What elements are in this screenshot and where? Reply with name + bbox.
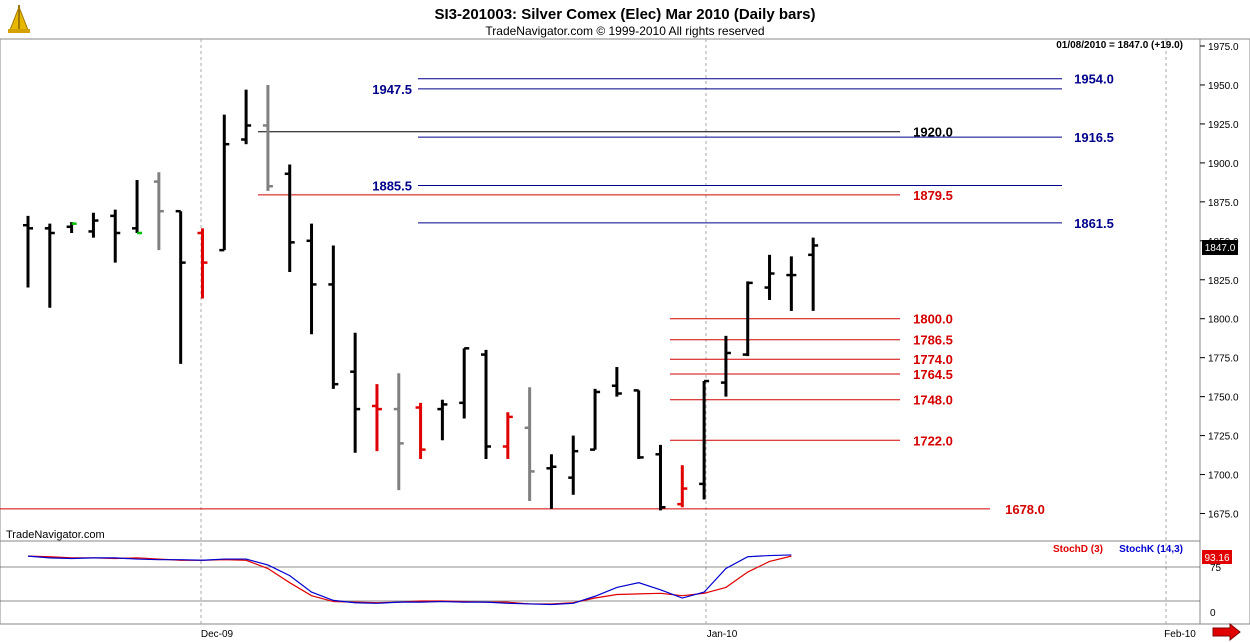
ohlc-bar	[350, 332, 361, 453]
last-price-tag: 1847.0	[1205, 243, 1236, 254]
y-tick-label: 1725.0	[1208, 432, 1239, 443]
ohlc-bar	[153, 172, 164, 251]
ohlc-bar	[415, 402, 426, 459]
ohlc-bar	[808, 237, 819, 311]
x-tick-feb: Feb-10	[1164, 629, 1196, 640]
y-tick-label: 1800.0	[1208, 315, 1239, 326]
ohlc-bar	[786, 256, 797, 311]
ohlc-bar	[742, 281, 753, 357]
ohlc-bar	[611, 367, 622, 397]
ohlc-bar	[437, 399, 448, 441]
level-label: 1764.5	[913, 367, 953, 382]
ohlc-bar	[219, 114, 230, 252]
ohlc-bar	[44, 223, 55, 308]
level-label: 1920.0	[913, 125, 953, 140]
stoch-y-tick: 0	[1210, 608, 1216, 619]
level-lines: 1954.0 1947.5 1920.0 1916.5 1885.5 1879.5 1861…	[0, 72, 1114, 517]
stoch-d-legend: StochD (3)	[1053, 544, 1103, 555]
y-tick-label: 1925.0	[1208, 120, 1239, 131]
ohlc-bar	[306, 223, 317, 335]
y-tick-label: 1675.0	[1208, 510, 1239, 521]
level-label: 1916.5	[1074, 130, 1114, 145]
level-label: 1722.0	[913, 433, 953, 448]
ohlc-bar	[132, 180, 143, 235]
price-panel-frame	[0, 38, 1201, 542]
level-label: 1774.0	[913, 352, 953, 367]
date-gridlines	[200, 39, 1167, 624]
ohlc-bar	[23, 215, 33, 288]
ohlc-bar	[241, 89, 252, 145]
level-label: 1786.5	[913, 333, 953, 348]
ohlc-bar	[393, 373, 404, 491]
level-label: 1947.5	[372, 82, 412, 97]
stoch-value-tag-box	[1202, 550, 1232, 564]
ohlc-bar	[590, 388, 601, 451]
price-bars	[23, 84, 819, 511]
ohlc-bar	[568, 435, 579, 495]
logo-icon[interactable]	[3, 3, 35, 36]
stochastic-panel: 75 0	[0, 554, 1222, 619]
ohlc-bar	[284, 164, 295, 272]
level-label: 1861.5	[1074, 216, 1114, 231]
copyright-text: TradeNavigator.com © 1999-2010 All right…	[485, 24, 764, 38]
watermark-text: TradeNavigator.com	[6, 529, 105, 541]
stoch-y-tick: 75	[1210, 563, 1222, 574]
ohlc-bar	[720, 335, 731, 397]
ohlc-bar	[524, 387, 535, 502]
last-price-tag-box	[1202, 240, 1238, 255]
stoch-value-tag: 93.16	[1204, 553, 1229, 564]
ohlc-bar	[699, 379, 710, 500]
y-tick-label: 1900.0	[1208, 159, 1239, 170]
y-tick-label: 1950.0	[1208, 81, 1239, 92]
ohlc-bar	[481, 349, 492, 459]
ohlc-bar	[546, 454, 557, 509]
ohlc-bar	[459, 347, 470, 419]
ohlc-bar	[66, 222, 77, 234]
level-label: 1678.0	[1005, 502, 1045, 517]
x-tick-dec: Dec-09	[201, 629, 234, 640]
stoch-panel-frame	[0, 540, 1201, 625]
level-label: 1748.0	[913, 393, 953, 408]
ohlc-bar	[371, 384, 382, 452]
ohlc-bar	[677, 465, 688, 508]
scroll-right-arrow-icon[interactable]	[1212, 622, 1241, 642]
y-tick-label: 1825.0	[1208, 276, 1239, 287]
ohlc-bar	[633, 389, 644, 459]
level-label: 1800.0	[913, 312, 953, 327]
ohlc-bar	[764, 254, 775, 301]
y-tick-label: 1875.0	[1208, 198, 1239, 209]
x-tick-jan: Jan-10	[707, 629, 738, 640]
stoch-k-line	[27, 554, 792, 606]
ohlc-bar	[197, 228, 208, 299]
price-axis-strip	[1199, 38, 1250, 625]
y-tick-label: 1775.0	[1208, 354, 1239, 365]
ohlc-bar	[110, 209, 121, 263]
last-price-info: 01/08/2010 = 1847.0 (+19.0)	[1056, 40, 1183, 51]
ohlc-bar	[502, 412, 513, 459]
ohlc-bar	[262, 84, 273, 191]
y-tick-label: 1975.0	[1208, 42, 1239, 53]
level-label: 1954.0	[1074, 72, 1114, 87]
ohlc-bar	[655, 444, 666, 511]
level-label: 1885.5	[372, 178, 412, 193]
chart-title: SI3-201003: Silver Comex (Elec) Mar 2010…	[434, 6, 815, 23]
level-label: 1879.5	[913, 188, 953, 203]
ohlc-bar	[328, 245, 339, 389]
ohlc-bar	[88, 212, 99, 238]
ohlc-bar	[175, 209, 186, 364]
y-tick-label: 1700.0	[1208, 471, 1239, 482]
stoch-k-legend: StochK (14,3)	[1119, 544, 1183, 555]
y-tick-label: 1750.0	[1208, 393, 1239, 404]
